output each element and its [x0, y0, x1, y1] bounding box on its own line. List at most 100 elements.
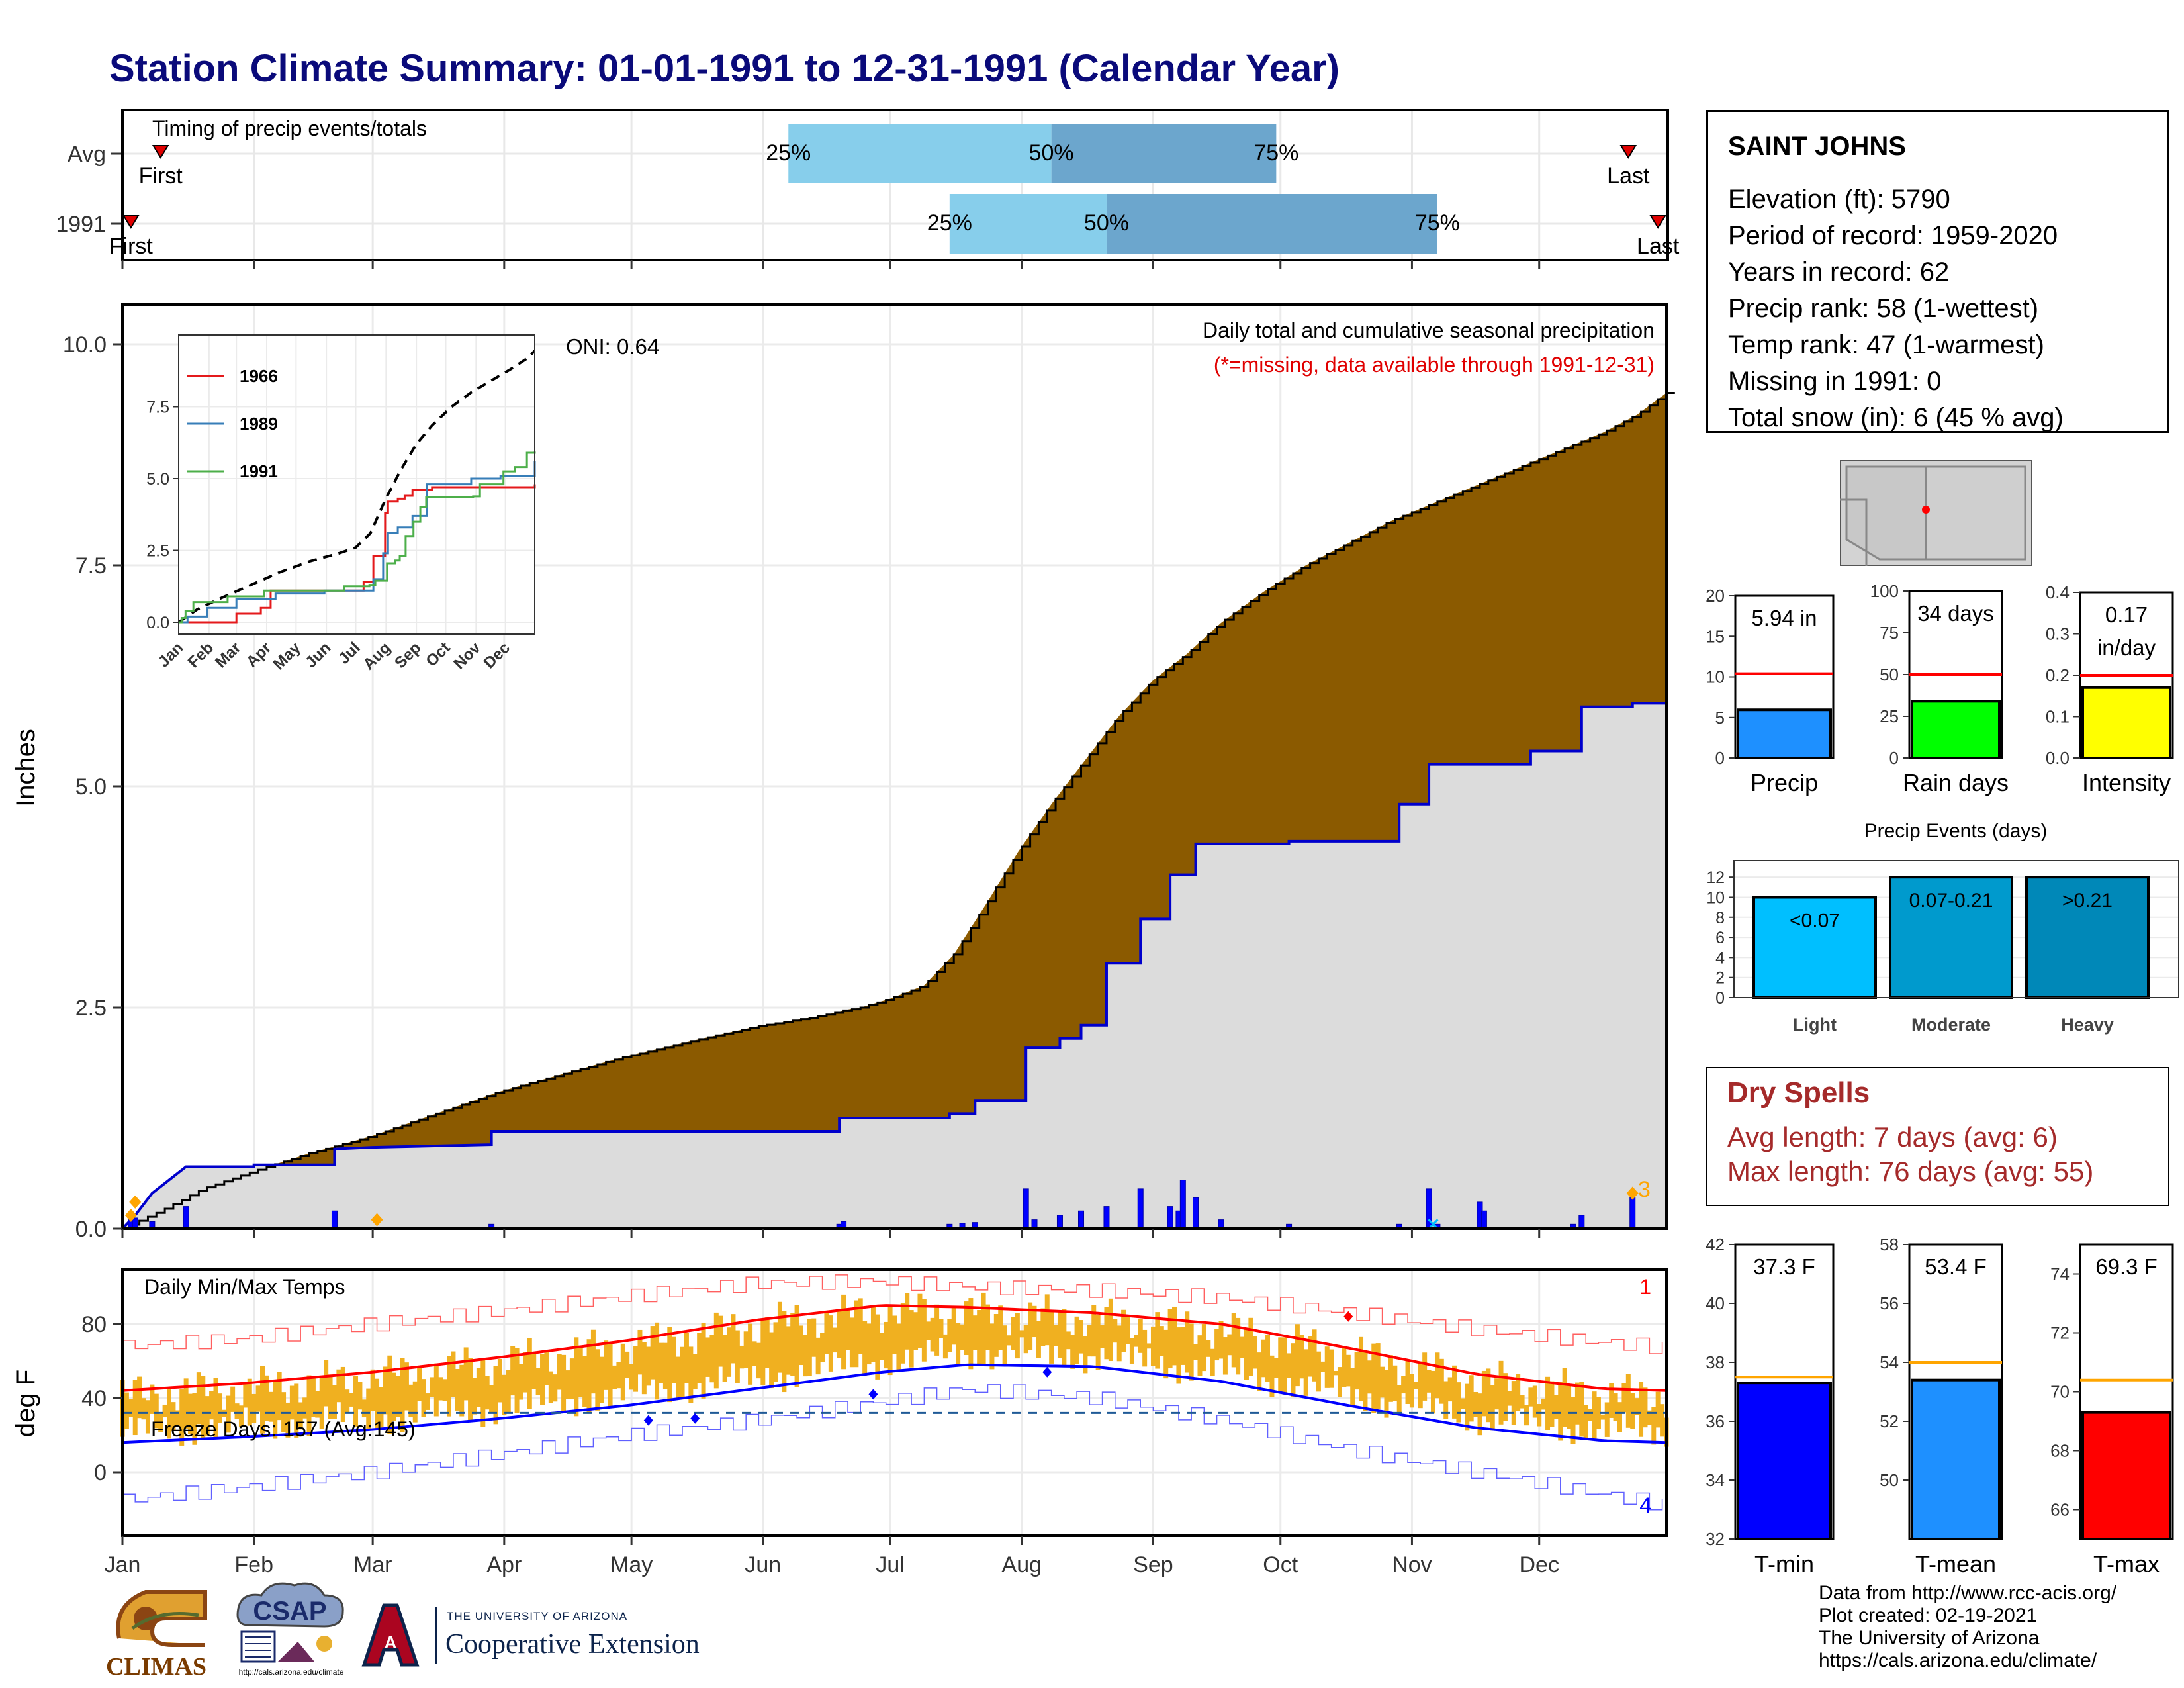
- y-tick-label: 0: [94, 1460, 107, 1485]
- timing-title: Timing of precip events/totals: [152, 117, 427, 140]
- daily-temp-bar: [1477, 1393, 1482, 1436]
- daily-temp-bar: [1553, 1395, 1559, 1419]
- gauge-x-label: Intensity: [2082, 769, 2171, 796]
- gauge-value-label: 5.94 in: [1751, 606, 1817, 630]
- freeze-days-label: Freeze Days: 157 (Avg:145): [151, 1417, 416, 1441]
- gauge-y-tick-label: 70: [2050, 1382, 2070, 1402]
- daily-temp-bar: [1520, 1395, 1525, 1409]
- daily-temp-bar: [493, 1366, 498, 1425]
- daily-temp-bar: [866, 1323, 872, 1365]
- daily-temp-bar: [854, 1300, 859, 1368]
- inset-series-line: [179, 451, 536, 624]
- daily-temp-bar: [1549, 1381, 1555, 1427]
- daily-temp-bar: [1197, 1335, 1203, 1376]
- daily-temp-bar: [1600, 1414, 1606, 1420]
- daily-temp-bar: [1333, 1371, 1338, 1376]
- climas-logo: CLIMAS: [106, 1579, 218, 1681]
- gauge-y-tick-label: 50: [1880, 1470, 1899, 1490]
- daily-temp-bar: [1049, 1311, 1054, 1364]
- gauge-y-tick-label: 40: [1706, 1293, 1725, 1313]
- daily-temp-bar: [336, 1369, 341, 1403]
- record-high-count: 1: [1639, 1275, 1651, 1299]
- timing-row-label: 1991: [56, 212, 106, 237]
- daily-temp-bar: [294, 1383, 299, 1438]
- daily-temp-bar: [1108, 1298, 1113, 1362]
- y-axis-label: Inches: [11, 729, 40, 807]
- inset-legend-label: 1991: [240, 461, 278, 481]
- gauge-x-label: T-mean: [1915, 1550, 1996, 1577]
- daily-temp-bar: [764, 1317, 770, 1368]
- daily-temp-bar: [209, 1391, 214, 1420]
- temp-frame: [121, 1268, 1668, 1537]
- gauge-y-tick-label: 66: [2050, 1500, 2070, 1520]
- daily-temp-bar: [662, 1342, 668, 1389]
- inset-y-tick-label: 2.5: [146, 542, 169, 561]
- daily-temp-bar: [1308, 1336, 1313, 1377]
- daily-temp-bar: [238, 1405, 244, 1427]
- daily-temp-bar: [1036, 1321, 1041, 1358]
- daily-temp-bar: [828, 1315, 833, 1372]
- gauge-value-label: in/day: [2097, 635, 2156, 660]
- daily-temp-bar: [608, 1343, 613, 1408]
- y-tick-label: 2.5: [75, 996, 107, 1021]
- daily-temp-bar: [1465, 1383, 1470, 1431]
- daily-temp-bar: [1613, 1393, 1618, 1422]
- gauge-y-tick-label: 58: [1880, 1235, 1899, 1254]
- daily-temp-bar: [1193, 1344, 1199, 1360]
- daily-temp-bar: [1329, 1349, 1334, 1388]
- station-precip-rank: Precip rank: 58 (1-wettest): [1728, 294, 2039, 323]
- daily-temp-bar: [1456, 1382, 1461, 1423]
- daily-temp-bar: [1295, 1324, 1300, 1387]
- daily-precip-bar: [1167, 1206, 1173, 1229]
- y-tick-label: 80: [81, 1312, 107, 1337]
- timing-percent-label: 75%: [1253, 140, 1298, 165]
- x-tick-label: Dec: [1519, 1552, 1559, 1577]
- daily-temp-bar: [1015, 1313, 1020, 1359]
- record-marker: [1042, 1366, 1052, 1378]
- events-y-tick-label: 0: [1715, 989, 1725, 1008]
- daily-temp-bar: [875, 1314, 880, 1380]
- daily-temp-bar: [1558, 1382, 1563, 1441]
- daily-temp-bar: [620, 1343, 625, 1401]
- event-category-label: Heavy: [2061, 1015, 2114, 1035]
- daily-temp-bar: [659, 1342, 664, 1383]
- daily-precip-bar: [1023, 1188, 1029, 1229]
- gauge-bar: [1911, 1378, 2001, 1540]
- daily-temp-bar: [544, 1350, 549, 1385]
- daily-temp-bar: [684, 1333, 689, 1383]
- oni-label: ONI: 0.64: [566, 334, 659, 359]
- daily-temp-bar: [514, 1348, 520, 1413]
- gauge-y-tick-label: 68: [2050, 1441, 2070, 1461]
- gauge-y-tick-label: 10: [1706, 667, 1725, 687]
- events-y-tick-label: 10: [1706, 888, 1725, 907]
- daily-temp-bar: [1248, 1317, 1253, 1376]
- gauge-y-tick-label: 100: [1870, 581, 1899, 601]
- dry-spells-max: Max length: 76 days (avg: 55): [1727, 1156, 2094, 1187]
- daily-temp-bar: [451, 1351, 456, 1397]
- daily-temp-bar: [1210, 1348, 1215, 1376]
- event-bar-label: <0.07: [1790, 910, 1840, 931]
- daily-temp-bar: [1486, 1368, 1491, 1423]
- daily-temp-bar: [1070, 1335, 1075, 1369]
- daily-temp-bar: [1443, 1381, 1449, 1419]
- daily-temp-bar: [625, 1351, 630, 1379]
- daily-temp-bar: [285, 1402, 291, 1438]
- daily-temp-bar: [306, 1375, 312, 1436]
- timing-frame: [121, 109, 1669, 261]
- timing-bar-50-75: [1051, 124, 1277, 183]
- ua-logo-big-text: Cooperative Extension: [445, 1629, 700, 1660]
- daily-temp-bar: [1091, 1305, 1097, 1357]
- inset-y-tick-label: 5.0: [146, 470, 169, 489]
- daily-temp-bar: [1541, 1398, 1546, 1410]
- gauge-bar: [2081, 686, 2171, 759]
- daily-temp-bar: [1430, 1370, 1435, 1414]
- daily-temp-bar: [892, 1315, 897, 1355]
- dry-spells-avg: Avg length: 7 days (avg: 6): [1727, 1121, 2058, 1152]
- daily-temp-bar: [820, 1333, 825, 1362]
- x-tick-label: May: [610, 1552, 653, 1577]
- record-marker: [868, 1389, 878, 1400]
- record-tmin-line: [122, 1384, 1663, 1511]
- gauge-y-tick-label: 0.2: [2046, 665, 2070, 685]
- daily-temp-bar: [345, 1389, 350, 1413]
- daily-temp-bar: [1583, 1405, 1588, 1440]
